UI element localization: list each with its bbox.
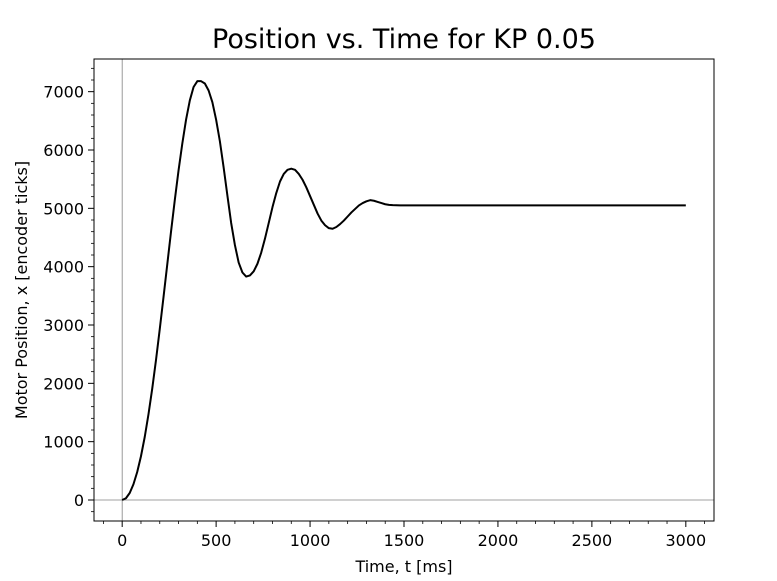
y-tick-label: 4000 (43, 258, 84, 277)
y-tick-label: 0 (74, 491, 84, 510)
y-tick-label: 1000 (43, 433, 84, 452)
x-tick-label: 2500 (572, 531, 613, 550)
x-tick-label: 1500 (384, 531, 425, 550)
position-series-line (121, 80, 686, 501)
y-tick-label: 2000 (43, 374, 84, 393)
x-tick-label: 0 (117, 531, 127, 550)
x-tick-label: 500 (201, 531, 232, 550)
x-tick-label: 1000 (290, 531, 331, 550)
x-axis-ticks: 0 500 1000 1500 2000 2500 3000 (102, 521, 706, 550)
y-axis-ticks: 0 1000 2000 3000 4000 5000 6000 7000 (43, 67, 94, 513)
plot-frame (93, 58, 715, 522)
y-tick-label: 5000 (43, 199, 84, 218)
x-tick-label: 3000 (665, 531, 706, 550)
x-axis-label: Time, t [ms] (354, 557, 452, 576)
y-tick-label: 3000 (43, 316, 84, 335)
y-tick-label: 6000 (43, 141, 84, 160)
plot-area (94, 59, 714, 521)
y-axis-label: Motor Position, x [encoder ticks] (12, 161, 31, 419)
chart-title: Position vs. Time for KP 0.05 (212, 24, 596, 55)
y-tick-label: 7000 (43, 83, 84, 102)
x-tick-label: 2000 (478, 531, 519, 550)
